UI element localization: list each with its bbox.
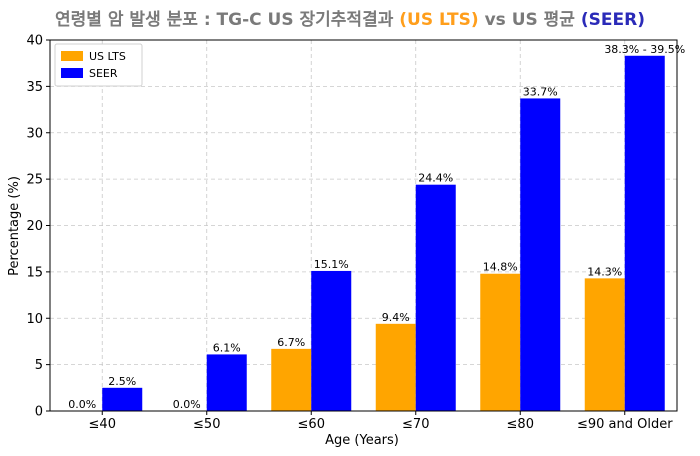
title-part-1: (US LTS)	[399, 10, 478, 30]
bar-seer	[624, 55, 665, 411]
data-label-seer: 38.3% - 39.5%	[604, 43, 685, 56]
title-part-3: (SEER)	[581, 10, 645, 30]
data-label-seer: 6.1%	[213, 341, 241, 354]
y-tick-label: 15	[26, 265, 43, 280]
y-tick-label: 10	[26, 312, 43, 327]
y-tick-label: 20	[26, 219, 43, 234]
legend: US LTS SEER	[54, 43, 143, 87]
data-label-us-lts: 14.3%	[587, 265, 622, 278]
axes: 0 5 10 15 20 25 30 35 40 ≤40 ≤50 ≤60 ≤70 ≤80 ≤90 and O…	[26, 34, 678, 432]
bar-seer	[415, 184, 456, 411]
bar-seer	[102, 387, 143, 411]
bar-seer	[311, 270, 352, 411]
y-axis-label: Percentage (%)	[7, 176, 22, 276]
x-tick-label: ≤80	[507, 417, 534, 432]
data-label-us-lts: 6.7%	[277, 336, 305, 349]
x-tick-label: ≤50	[193, 417, 220, 432]
x-tick-label: ≤90 and Older	[577, 417, 673, 432]
x-tick-label: ≤60	[298, 417, 325, 432]
legend-swatch-seer	[61, 68, 83, 78]
bar-us-lts	[584, 278, 625, 411]
bar-seer	[520, 98, 561, 412]
chart-title: 연령별 암 발생 분포 : TG-C US 장기추적결과 (US LTS) vs…	[55, 9, 645, 30]
x-tick-label: ≤40	[89, 417, 116, 432]
title-part-0: 연령별 암 발생 분포 : TG-C US 장기추적결과	[55, 9, 399, 30]
bars	[102, 55, 665, 412]
data-label-seer: 15.1%	[314, 258, 349, 271]
bar-us-lts	[271, 348, 312, 411]
x-tick-label: ≤70	[402, 417, 429, 432]
legend-label-seer: SEER	[89, 67, 118, 80]
data-labels: 0.0% 0.0% 6.7% 9.4% 14.8% 14.3% 2.5% 6.1% 15.1% 2…	[68, 43, 685, 411]
data-label-seer: 24.4%	[418, 172, 453, 185]
title-part-2: vs US 평균	[479, 10, 581, 30]
y-tick-label: 5	[35, 358, 43, 373]
data-label-us-lts: 0.0%	[173, 398, 201, 411]
y-tick-label: 0	[35, 405, 43, 420]
grid	[50, 39, 677, 412]
data-label-seer: 33.7%	[523, 85, 558, 98]
data-label-seer: 2.5%	[108, 375, 136, 388]
legend-label-us-lts: US LTS	[89, 50, 126, 63]
y-tick-label: 30	[26, 126, 43, 141]
data-label-us-lts: 9.4%	[382, 311, 410, 324]
y-tick-label: 25	[26, 173, 43, 188]
plot-frame	[49, 39, 678, 412]
y-tick-label: 35	[26, 80, 43, 95]
bar-us-lts	[480, 273, 521, 411]
bar-us-lts	[375, 323, 416, 411]
legend-swatch-us-lts	[61, 51, 83, 61]
data-label-us-lts: 14.8%	[483, 261, 518, 274]
y-tick-label: 40	[26, 34, 43, 49]
bar-seer	[206, 354, 247, 411]
x-axis-label: Age (Years)	[325, 433, 399, 448]
data-label-us-lts: 0.0%	[68, 398, 96, 411]
